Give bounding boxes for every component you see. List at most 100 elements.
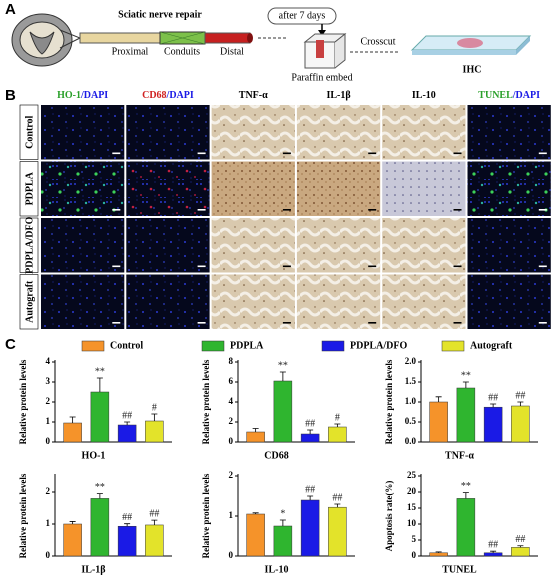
y-tick-label: 0.0 xyxy=(405,436,417,446)
significance: ## xyxy=(515,534,525,545)
bar xyxy=(273,380,293,443)
significance: ## xyxy=(332,492,342,503)
bar-chart: 0 1 2 Relative protein levels IL-10 * ## ## xyxy=(201,470,355,575)
error-bar xyxy=(96,493,103,499)
significance: ## xyxy=(149,508,159,519)
micrograph xyxy=(211,218,295,273)
y-tick-label: 1.0 xyxy=(405,396,417,406)
micrograph xyxy=(126,218,210,273)
error-bar xyxy=(151,519,158,525)
column-header-part: CD68 xyxy=(142,90,166,101)
scale-bar xyxy=(112,322,121,324)
significance: ## xyxy=(122,512,132,523)
error-bar xyxy=(517,401,524,406)
micrograph xyxy=(41,274,125,329)
y-tick-label: 5 xyxy=(412,534,417,544)
legend-swatch xyxy=(441,340,465,352)
y-axis-label: Relative protein levels xyxy=(384,359,394,444)
significance: ## xyxy=(305,418,315,429)
y-tick-label: 0 xyxy=(229,550,234,560)
row-label-box xyxy=(19,104,39,160)
y-tick-label: 15 xyxy=(407,502,417,512)
x-axis-label: HO-1 xyxy=(82,450,106,461)
legend-swatch xyxy=(321,340,345,352)
scale-bar xyxy=(282,209,291,211)
row-label-box xyxy=(19,274,39,330)
y-tick-label: 1 xyxy=(46,416,51,426)
error-bar xyxy=(252,428,259,432)
scale-bar xyxy=(112,152,121,155)
y-tick-label: 3 xyxy=(46,376,51,386)
significance: ** xyxy=(95,482,105,493)
arrow-head xyxy=(318,30,326,36)
bar xyxy=(456,387,476,443)
y-tick-label: 4 xyxy=(46,356,51,366)
column-header-part: /DAPI xyxy=(80,90,108,101)
column-header: TUNEL/DAPI xyxy=(478,90,540,101)
micrograph xyxy=(382,105,466,160)
bar xyxy=(117,525,137,557)
scale-bar xyxy=(538,209,547,211)
scale-bar xyxy=(282,265,291,268)
scale-bar xyxy=(538,152,547,155)
bar xyxy=(117,424,137,443)
column-header: IL-10 xyxy=(412,90,436,101)
micrograph xyxy=(211,161,295,216)
error-bar xyxy=(462,381,469,388)
column-header-part: IL-1β xyxy=(326,90,350,101)
micrograph xyxy=(296,161,381,216)
y-tick-label: 8 xyxy=(229,356,234,366)
error-bar xyxy=(124,421,131,425)
micrograph xyxy=(211,105,295,160)
significance: ## xyxy=(515,390,525,401)
bar xyxy=(145,524,164,557)
error-bar xyxy=(69,416,76,423)
y-tick-label: 0.5 xyxy=(405,416,417,426)
legend-label: Autograft xyxy=(470,340,513,351)
legend-label: PDPLA/DFO xyxy=(350,340,407,351)
micrograph-grid: HO-1/DAPI CD68/DAPI TNF-α IL-1β IL-10 TUNEL/D… xyxy=(19,90,551,330)
legend-swatch xyxy=(201,340,225,352)
y-tick-label: 2 xyxy=(46,486,51,496)
significance: ## xyxy=(488,539,498,550)
column-header: IL-1β xyxy=(326,90,350,101)
bar xyxy=(63,523,82,557)
row-label: PDPLA/DFO xyxy=(24,216,35,273)
bar xyxy=(246,513,265,557)
label: IHC xyxy=(463,64,482,75)
legend-swatch xyxy=(81,340,105,352)
scale-bar xyxy=(197,322,206,324)
scale-bar xyxy=(112,209,121,211)
y-tick-label: 1 xyxy=(229,510,234,520)
bar xyxy=(511,405,530,443)
error-bar xyxy=(435,551,442,553)
y-axis-label: Relative protein levels xyxy=(18,473,28,558)
micrograph xyxy=(126,274,210,329)
paraffin-block xyxy=(303,32,347,69)
error-bar xyxy=(151,413,158,421)
error-bar xyxy=(334,423,341,427)
micrograph xyxy=(467,105,551,160)
bar xyxy=(90,391,110,443)
y-tick-label: 2.0 xyxy=(405,356,417,366)
bar-chart: 0 5 10 15 20 25 Apoptosis rate(%) TUNEL ** ## ## xyxy=(384,470,538,575)
significance: ## xyxy=(305,484,315,495)
scale-bar xyxy=(538,265,547,268)
scale-bar xyxy=(368,209,377,211)
y-tick-label: 1.5 xyxy=(405,376,417,386)
column-header-part: IL-10 xyxy=(412,90,436,101)
column-header-part: TNF-α xyxy=(239,90,268,101)
scale-bar xyxy=(453,265,462,268)
error-bar xyxy=(124,523,131,527)
error-bar xyxy=(252,512,259,514)
y-tick-label: 4 xyxy=(229,396,234,406)
row-label: Autograft xyxy=(24,280,35,323)
micrograph xyxy=(126,161,210,216)
y-tick-label: 0 xyxy=(229,436,234,446)
label: Paraffin embed xyxy=(291,72,352,83)
label: Proximal xyxy=(112,46,149,57)
micrograph xyxy=(296,274,381,329)
